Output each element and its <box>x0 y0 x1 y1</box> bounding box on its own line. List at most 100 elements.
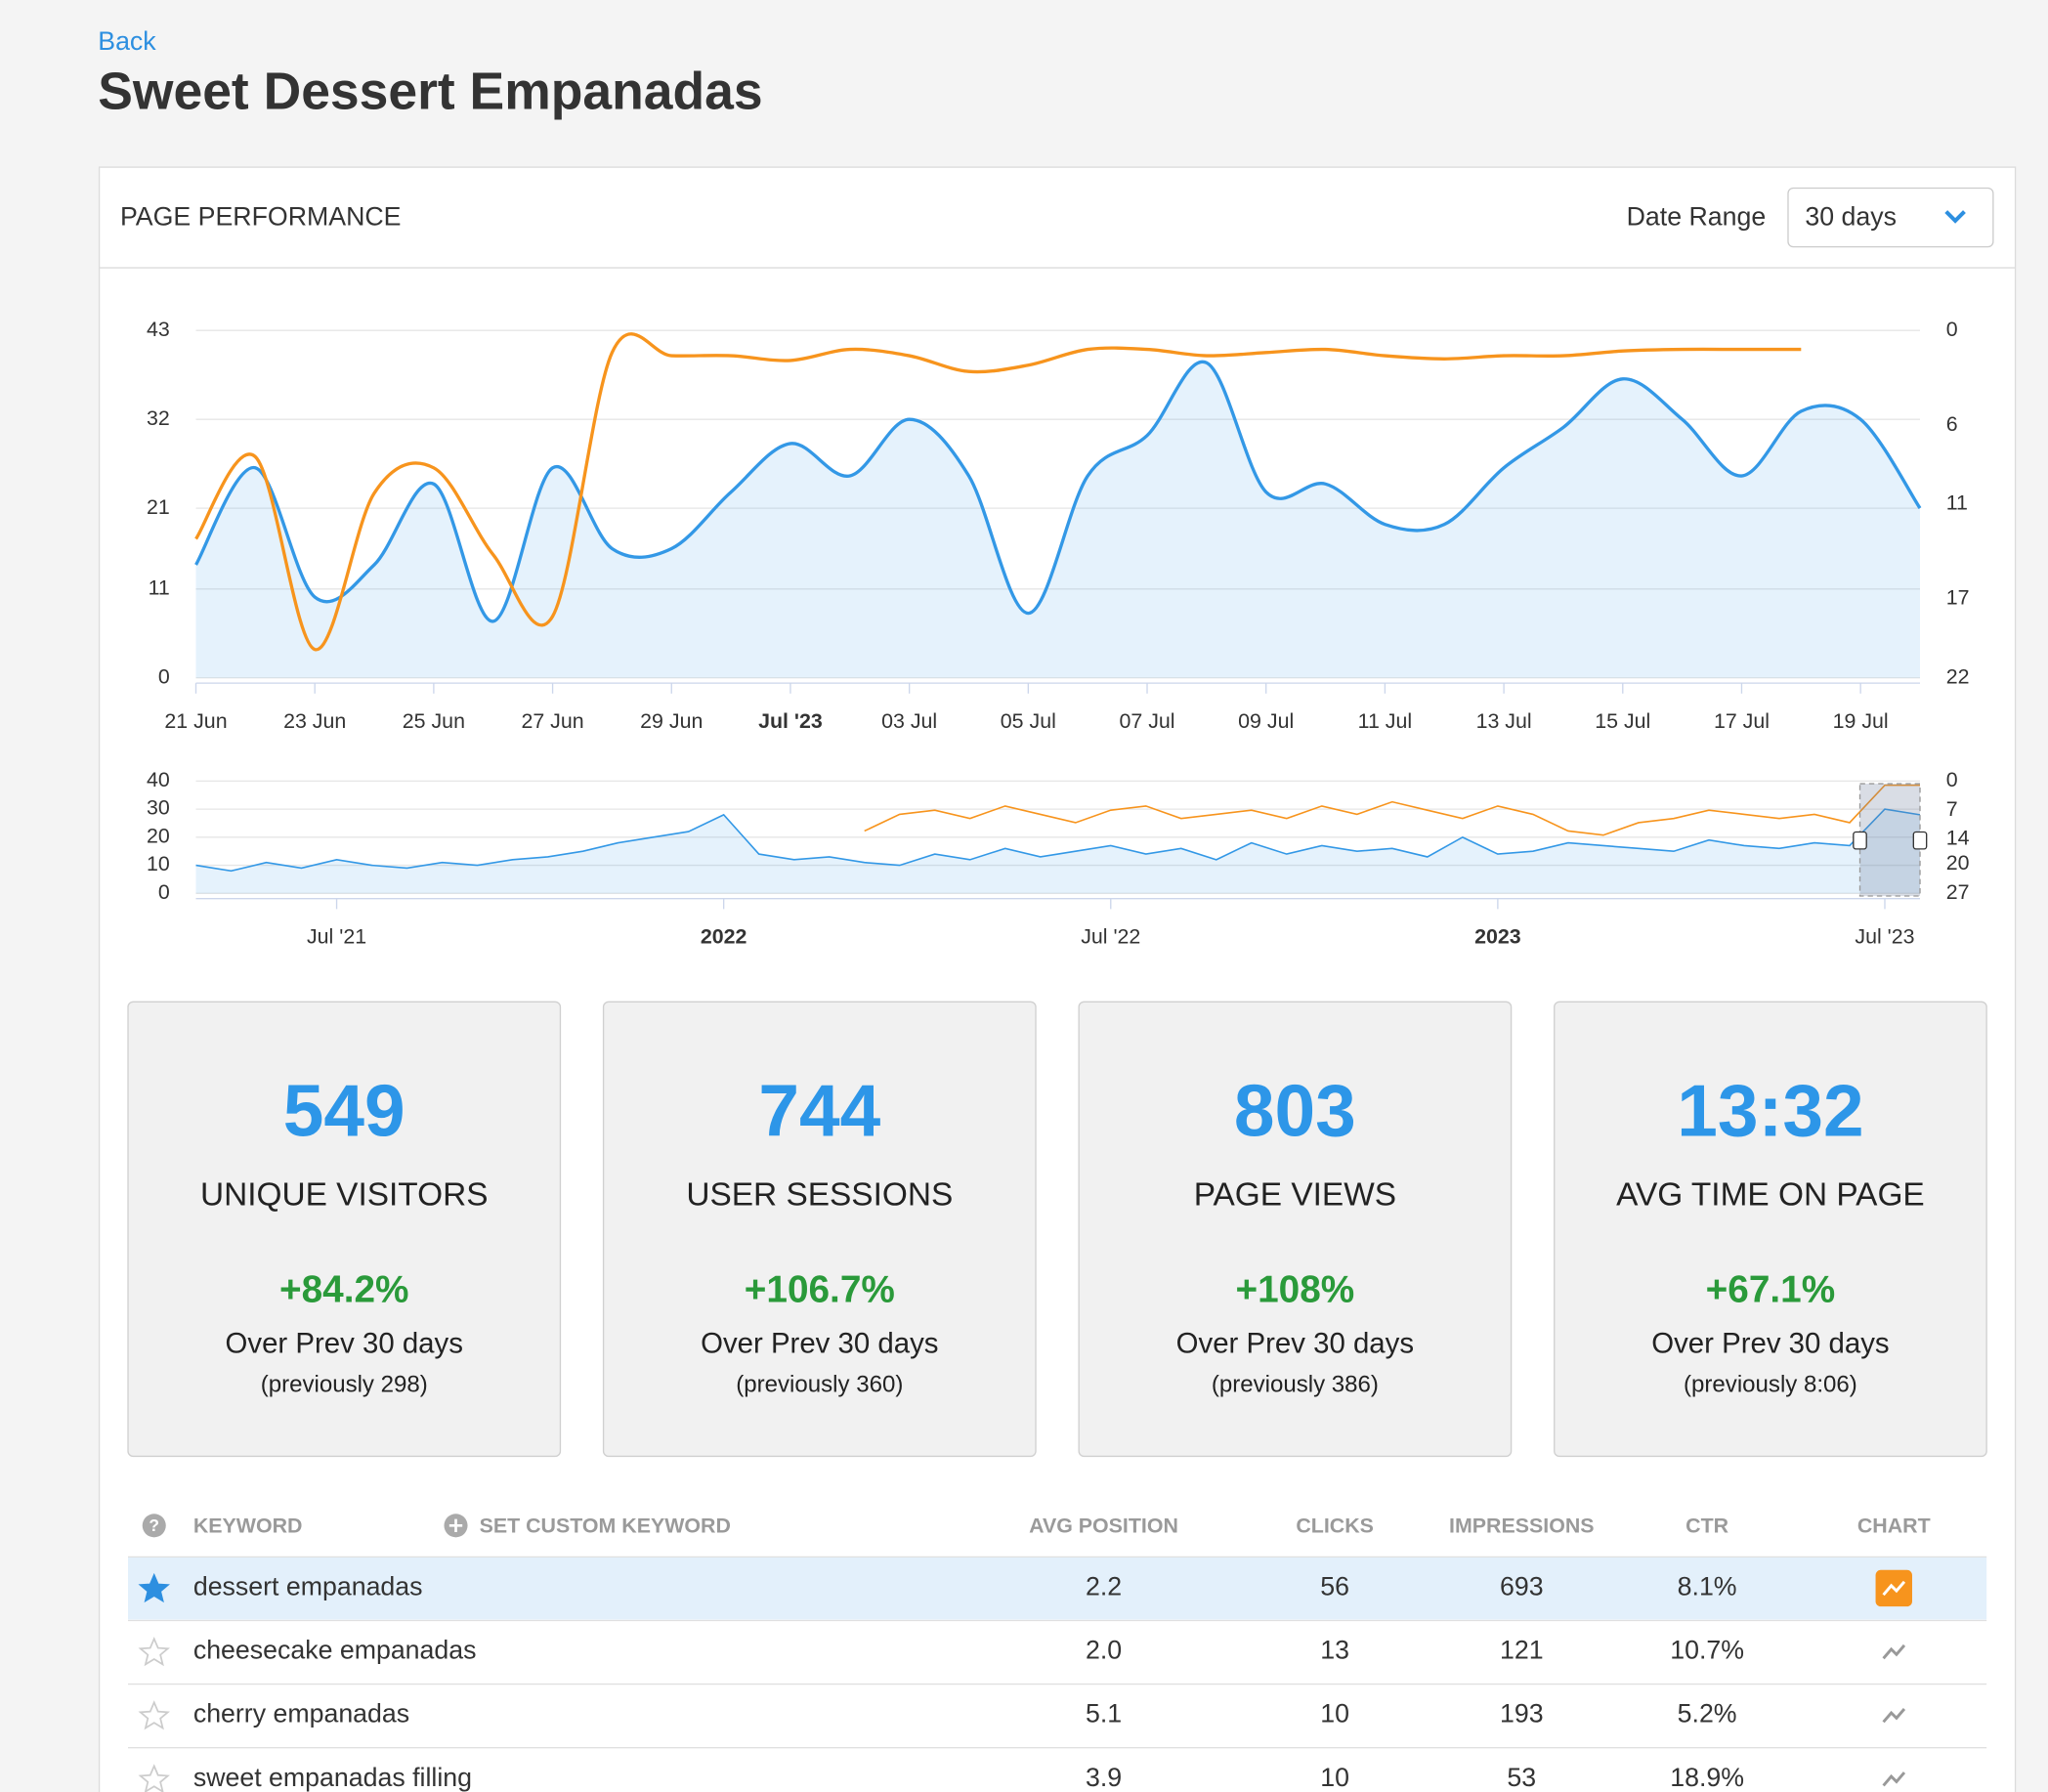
navigator-handle[interactable] <box>1912 831 1928 850</box>
y2-tick-label: 17 <box>1946 586 1970 610</box>
star-icon[interactable] <box>138 1572 170 1603</box>
x-tick-label: Jul '23 <box>758 709 823 733</box>
chevron-icon <box>1944 210 1966 224</box>
x-tick-label: Jul '23 <box>1855 924 1914 948</box>
series-area <box>195 362 1920 678</box>
table-cell: 10 <box>1320 1699 1349 1728</box>
date-range-select[interactable] <box>1787 187 1994 248</box>
table-cell: 53 <box>1507 1763 1536 1792</box>
stat-value: 13:32 <box>1677 1070 1863 1152</box>
table-cell: cheesecake empanadas <box>193 1636 477 1665</box>
table-cell: 193 <box>1500 1699 1544 1728</box>
help-icon-glyph: ? <box>149 1515 159 1535</box>
y-tick-label: 11 <box>149 576 170 599</box>
table-cell: 10.7% <box>1670 1636 1744 1665</box>
x-tick-label: 07 Jul <box>1119 709 1174 733</box>
stat-previous: (previously 298) <box>261 1372 428 1398</box>
help-icon[interactable] <box>142 1514 166 1538</box>
stat-label: PAGE VIEWS <box>1194 1176 1396 1213</box>
y2-tick-label: 22 <box>1946 664 1970 688</box>
stat-period: Over Prev 30 days <box>226 1328 463 1360</box>
star-icon[interactable] <box>138 1700 170 1730</box>
navigator-handle[interactable] <box>1853 831 1867 850</box>
add-icon-glyph <box>448 1518 463 1532</box>
back-link[interactable]: Back <box>98 26 156 56</box>
series-line <box>195 808 1921 873</box>
y-tick-label: 21 <box>147 495 170 519</box>
x-tick-label: 2023 <box>1474 924 1521 948</box>
y2-tick-label: 0 <box>1946 768 1958 791</box>
y2-tick-label: 7 <box>1946 797 1958 821</box>
chart-icon[interactable] <box>1882 1643 1906 1660</box>
y2-tick-label: 27 <box>1946 880 1970 904</box>
stat-label: AVG TIME ON PAGE <box>1616 1176 1925 1213</box>
column-header: CHART <box>1857 1514 1931 1537</box>
table-row <box>128 1684 1987 1747</box>
y-tick-label: 20 <box>147 824 170 847</box>
series-line <box>194 360 1922 623</box>
table-cell: 5.1 <box>1086 1699 1122 1728</box>
chart-icon <box>1882 1580 1906 1597</box>
y-tick-label: 10 <box>147 852 170 875</box>
column-header: AVG POSITION <box>1029 1514 1178 1537</box>
stat-previous: (previously 360) <box>736 1372 903 1398</box>
x-tick-label: 25 Jun <box>403 709 465 733</box>
table-cell: 2.0 <box>1086 1636 1122 1665</box>
y-tick-label: 43 <box>147 318 170 341</box>
stat-period: Over Prev 30 days <box>1176 1328 1414 1360</box>
date-range-value: 30 days <box>1805 201 1897 231</box>
column-header: KEYWORD <box>193 1514 303 1537</box>
stat-period: Over Prev 30 days <box>1651 1328 1889 1360</box>
table-cell: 3.9 <box>1086 1763 1122 1792</box>
chart-icon[interactable] <box>1882 1771 1906 1787</box>
x-tick-label: 05 Jul <box>1001 709 1056 733</box>
table-row <box>128 1747 1987 1792</box>
x-tick-label: 29 Jun <box>640 709 703 733</box>
y2-tick-label: 6 <box>1946 412 1958 436</box>
stat-card <box>127 1001 562 1458</box>
x-tick-label: Jul '22 <box>1081 924 1140 948</box>
y-tick-label: 30 <box>147 796 170 820</box>
table-cell: 18.9% <box>1670 1763 1744 1792</box>
stat-value: 549 <box>283 1070 405 1152</box>
x-tick-label: 11 Jul <box>1358 709 1412 733</box>
table-cell: 8.1% <box>1678 1572 1737 1601</box>
y-tick-label: 40 <box>147 768 170 791</box>
table-cell: 13 <box>1320 1636 1349 1665</box>
y-tick-label: 0 <box>158 880 170 904</box>
x-tick-label: 19 Jul <box>1833 709 1889 733</box>
stat-change: +106.7% <box>745 1268 895 1310</box>
stat-change: +108% <box>1235 1268 1354 1310</box>
column-header: CLICKS <box>1296 1514 1374 1537</box>
series-area <box>195 809 1920 894</box>
series-line <box>194 332 1802 652</box>
stat-change: +67.1% <box>1706 1268 1836 1310</box>
x-tick-label: Jul '21 <box>307 924 366 948</box>
star-icon[interactable] <box>138 1636 170 1667</box>
table-row <box>128 1557 1987 1620</box>
stat-previous: (previously 386) <box>1212 1372 1379 1398</box>
y-tick-label: 32 <box>147 406 170 430</box>
series-line <box>864 784 1920 836</box>
stat-change: +84.2% <box>279 1268 409 1310</box>
y2-tick-label: 20 <box>1946 851 1970 875</box>
star-icon[interactable] <box>138 1764 170 1792</box>
chart-icon[interactable] <box>1882 1708 1906 1724</box>
table-row <box>128 1620 1987 1684</box>
date-range-label: Date Range <box>1627 201 1767 231</box>
column-header[interactable]: SET CUSTOM KEYWORD <box>480 1514 731 1537</box>
x-tick-label: 09 Jul <box>1238 709 1294 733</box>
x-tick-label: 13 Jul <box>1476 709 1532 733</box>
stat-period: Over Prev 30 days <box>701 1328 938 1360</box>
y2-tick-label: 14 <box>1946 827 1970 850</box>
page-title: Sweet Dessert Empanadas <box>98 64 762 121</box>
navigator-selection[interactable] <box>1858 783 1921 897</box>
panel <box>98 166 2017 1792</box>
table-cell: 2.2 <box>1086 1572 1122 1601</box>
table-cell: 693 <box>1500 1572 1544 1601</box>
table-cell: 5.2% <box>1678 1699 1737 1728</box>
stat-value: 744 <box>758 1070 880 1152</box>
column-header: IMPRESSIONS <box>1449 1514 1594 1537</box>
y2-tick-label: 0 <box>1946 318 1958 341</box>
